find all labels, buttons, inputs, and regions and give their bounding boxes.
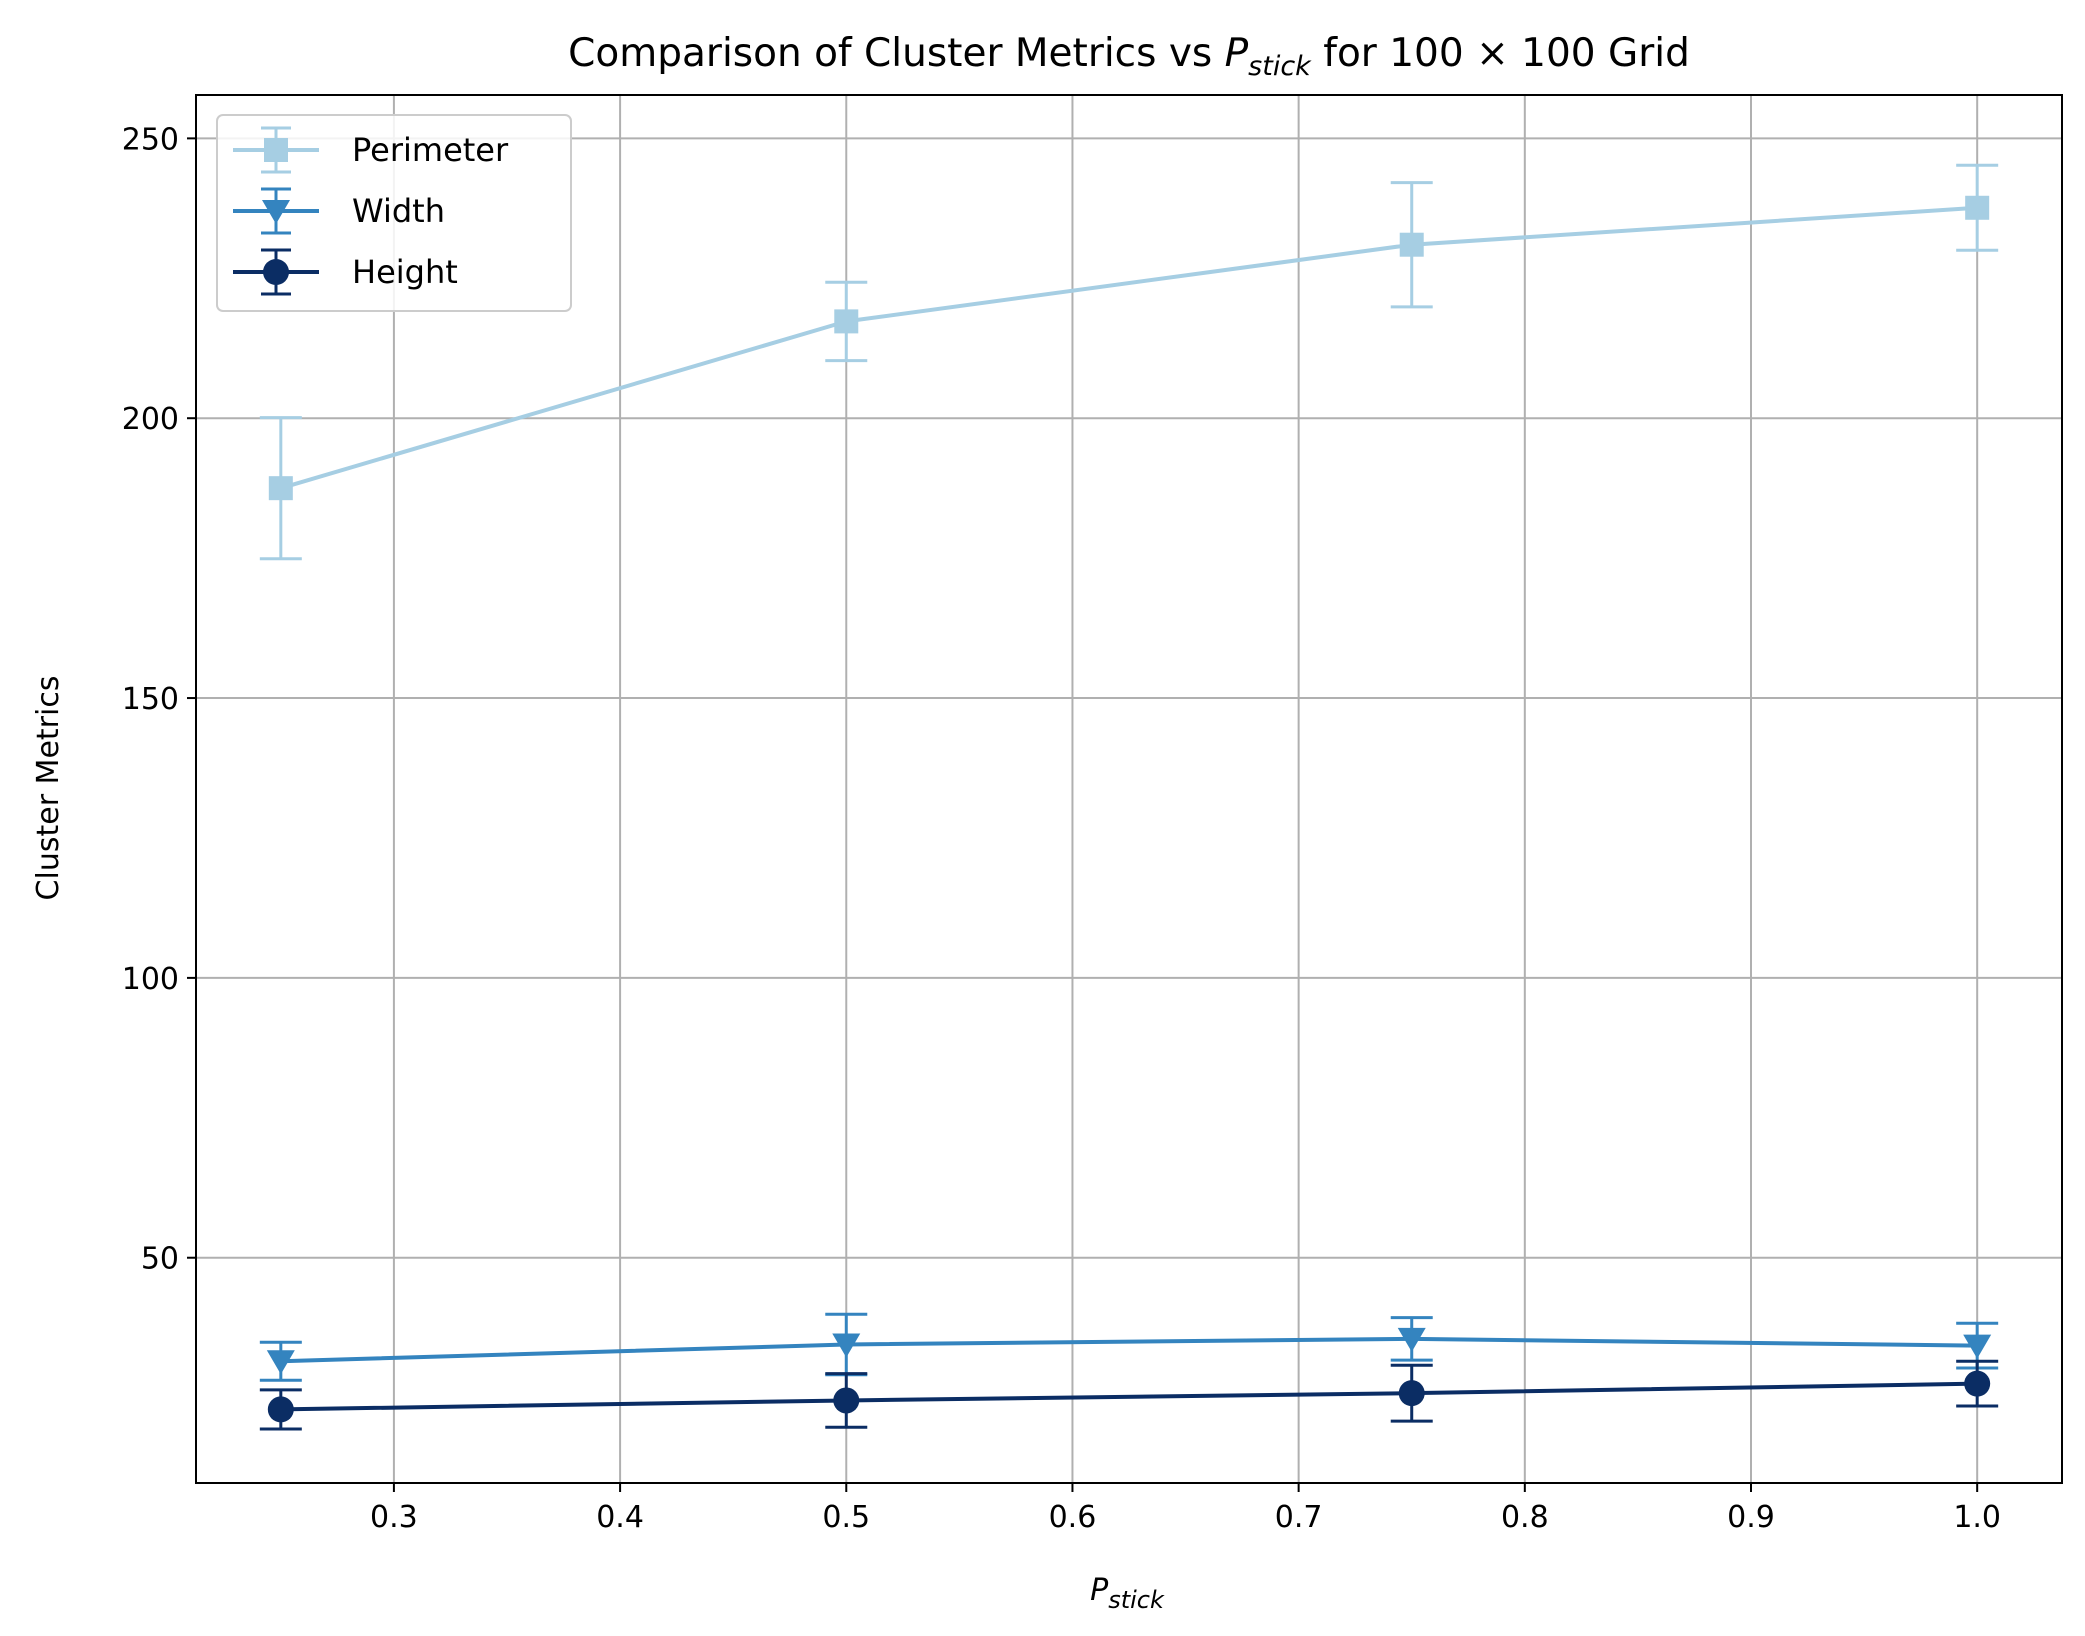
perimeter-marker xyxy=(1965,195,1990,220)
chart-title-prefix: Comparison of Cluster Metrics vs xyxy=(568,31,1224,76)
ticks: 0.3 0.4 0.5 0.6 0.7 0.8 0.9 1.0 50 100 150 200 250 xyxy=(122,122,2001,1535)
height-marker xyxy=(1398,1380,1425,1407)
perimeter-marker xyxy=(268,476,293,501)
perimeter-marker xyxy=(834,309,859,334)
x-tick-label: 0.5 xyxy=(822,1500,870,1535)
x-axis-label-symbol: P xyxy=(1090,1573,1109,1608)
perimeter-line xyxy=(280,205,1978,491)
x-tick-label: 0.3 xyxy=(370,1500,418,1535)
legend-height-marker xyxy=(263,259,289,285)
y-tick-label: 200 xyxy=(122,402,179,437)
legend: Perimeter Width Height xyxy=(216,114,572,312)
legend-width-marker xyxy=(262,200,290,224)
legend-perimeter-label: Perimeter xyxy=(352,131,509,169)
legend-perimeter-marker xyxy=(264,138,288,162)
x-tick-label: 1.0 xyxy=(1953,1500,2001,1535)
x-tick-label: 0.8 xyxy=(1501,1500,1549,1535)
x-tick-label: 0.9 xyxy=(1727,1500,1775,1535)
y-tick-label: 150 xyxy=(122,682,179,717)
plot-frame xyxy=(195,94,2063,1484)
height-marker xyxy=(1964,1370,1991,1397)
series-layer xyxy=(259,163,1999,1431)
y-tick-label: 250 xyxy=(122,122,179,157)
series-height xyxy=(259,1359,1999,1431)
chart-title-suffix: for 100 × 100 Grid xyxy=(1311,31,1690,76)
y-tick-label: 100 xyxy=(122,962,179,997)
height-marker xyxy=(267,1396,294,1423)
y-tick-label: 50 xyxy=(141,1242,179,1277)
legend-height-label: Height xyxy=(352,253,458,291)
legend-width-label: Width xyxy=(352,192,445,230)
chart-title-subscript: stick xyxy=(1248,51,1312,82)
x-tick-label: 0.7 xyxy=(1275,1500,1323,1535)
height-line xyxy=(280,1381,1978,1412)
series-perimeter xyxy=(259,163,1999,561)
chart-title: Comparison of Cluster Metrics vs Pstick … xyxy=(568,31,1690,82)
legend-box xyxy=(216,114,572,312)
y-axis-label: Cluster Metrics xyxy=(31,676,66,901)
x-tick-label: 0.4 xyxy=(596,1500,644,1535)
width-line xyxy=(280,1336,1978,1364)
chart-title-symbol: P xyxy=(1225,31,1249,76)
width-marker xyxy=(832,1333,861,1358)
width-marker xyxy=(1397,1327,1426,1352)
series-width xyxy=(259,1312,1999,1382)
perimeter-marker xyxy=(1399,232,1424,257)
height-marker xyxy=(833,1387,860,1414)
width-marker xyxy=(266,1350,295,1375)
x-axis-label-subscript: stick xyxy=(1108,1586,1165,1614)
x-axis-label: Pstick xyxy=(1090,1573,1165,1614)
x-tick-label: 0.6 xyxy=(1049,1500,1097,1535)
width-marker xyxy=(1963,1334,1992,1359)
